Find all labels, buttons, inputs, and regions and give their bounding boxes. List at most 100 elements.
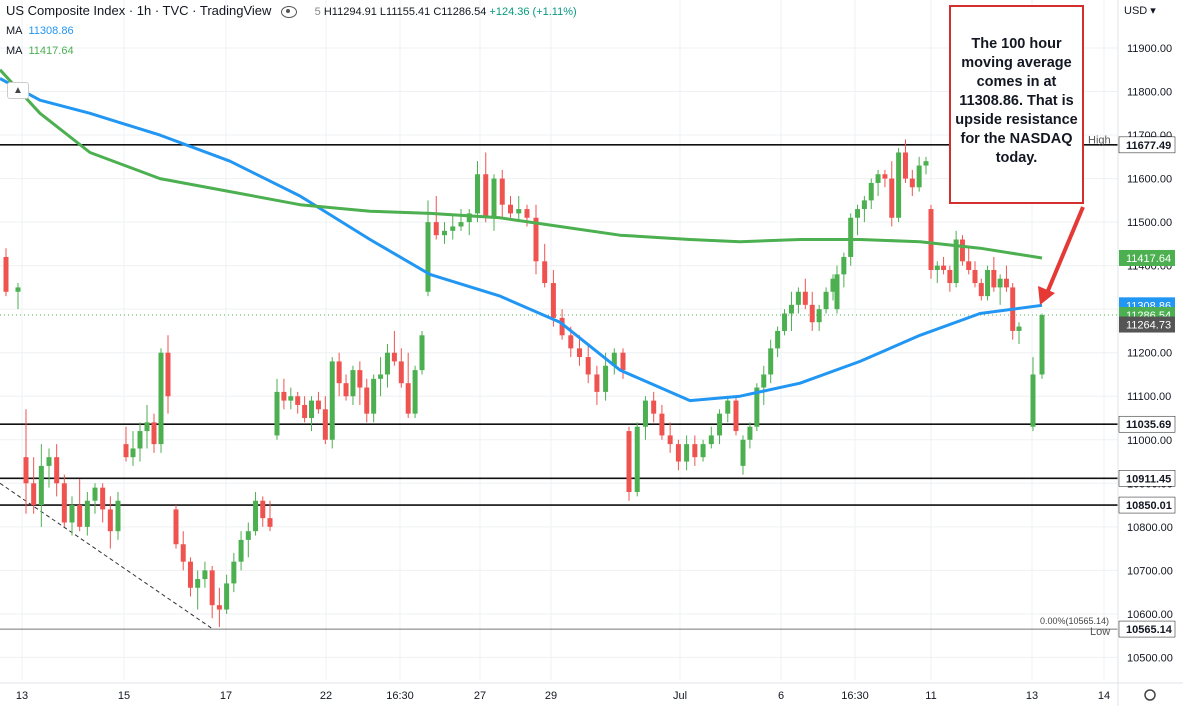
candle-up — [158, 352, 164, 445]
candle-up — [115, 500, 121, 532]
candle-up — [1039, 315, 1045, 375]
x-tick-label: 13 — [1026, 690, 1038, 702]
candle-up — [92, 487, 98, 501]
candle-down — [151, 422, 157, 445]
price-badge — [1119, 249, 1175, 266]
candle-up — [137, 431, 143, 449]
candle-up — [253, 500, 259, 532]
candle-down — [315, 400, 321, 410]
candle-up — [830, 278, 836, 292]
candle-up — [923, 161, 929, 166]
candle-up — [934, 265, 940, 271]
candle-up — [15, 287, 21, 292]
candle-up — [953, 239, 959, 284]
candle-down — [991, 270, 997, 288]
ma-100-legend[interactable]: MA 11308.86 — [6, 25, 74, 37]
candle-up — [516, 209, 522, 214]
ma-200-line — [0, 68, 1043, 260]
price-badge — [1119, 316, 1175, 333]
candle-down — [398, 361, 404, 384]
candle-up — [717, 413, 723, 436]
candle-down — [336, 361, 342, 384]
x-tick-label: 27 — [474, 690, 486, 702]
candle-down — [483, 174, 489, 218]
candle-down — [568, 335, 574, 349]
candle-down — [405, 383, 411, 414]
collapse-chevron-icon[interactable]: ▲ — [7, 82, 29, 99]
candle-up — [288, 396, 294, 401]
candle-down — [966, 261, 972, 271]
candle-up — [84, 500, 90, 527]
candle-up — [442, 230, 447, 236]
x-tick-label: Jul — [673, 690, 687, 702]
x-tick-label: 17 — [220, 690, 232, 702]
candle-down — [559, 317, 565, 336]
candle-up — [224, 583, 230, 610]
grid — [0, 0, 1118, 680]
candle-down — [809, 304, 815, 323]
level-badge-text: 11677.49 — [1126, 140, 1171, 152]
candle-down — [302, 404, 308, 419]
ma-200-legend[interactable]: MA 11417.64 — [6, 45, 74, 57]
candle-up — [740, 439, 746, 466]
candle-down — [3, 256, 9, 292]
x-tick-label: 29 — [545, 690, 557, 702]
level-badge — [1118, 470, 1176, 487]
arrow-head — [1038, 286, 1055, 305]
candle-up — [458, 222, 464, 227]
trend-line — [0, 482, 214, 630]
candle-down — [54, 457, 60, 484]
candle-up — [816, 309, 822, 323]
x-tick-label: 16:30 — [386, 690, 414, 702]
candle-down — [433, 222, 439, 236]
candle-down — [902, 152, 908, 179]
candle-down — [391, 352, 397, 362]
candle-down — [667, 435, 673, 445]
level-badge-text: 10911.45 — [1126, 473, 1171, 485]
level-badge — [1118, 415, 1176, 433]
annotation-box: The 100 hour moving average comes in at … — [949, 5, 1084, 204]
candle-down — [31, 483, 37, 506]
candle-up — [371, 378, 377, 414]
x-tick-label: 6 — [778, 690, 784, 702]
candle-down — [209, 570, 215, 606]
settings-gear-icon[interactable] — [1144, 689, 1156, 701]
candle-up — [603, 365, 609, 392]
candle-down — [972, 270, 978, 284]
candle-down — [909, 178, 915, 188]
candle-up — [708, 435, 714, 445]
y-tick-label: 11900.00 — [1127, 43, 1172, 55]
candle-up — [788, 304, 794, 314]
currency-selector[interactable]: USD ▾ — [1124, 5, 1156, 17]
candle-down — [692, 444, 698, 458]
candle-down — [594, 374, 600, 392]
candle-down — [322, 409, 328, 440]
low-label: Low — [1090, 626, 1110, 638]
candle-down — [542, 261, 548, 284]
x-tick-label: 14 — [1098, 690, 1110, 702]
visibility-eye-icon[interactable] — [281, 5, 298, 18]
candle-up — [412, 370, 418, 414]
candle-down — [626, 431, 632, 493]
candle-down — [260, 500, 266, 519]
moving-average-lines — [0, 68, 1043, 403]
candle-down — [187, 561, 193, 588]
candle-down — [928, 209, 934, 271]
chart-header: US Composite Index · 1h · TVC · TradingV… — [6, 3, 577, 18]
candle-up — [896, 152, 902, 218]
x-tick-label: 22 — [320, 690, 332, 702]
level-badge — [1118, 620, 1176, 638]
y-tick-label: 10800.00 — [1127, 522, 1173, 534]
price-axis: 10500.0010600.0010700.0010800.0010900.00… — [1040, 0, 1176, 706]
candle-down — [267, 518, 273, 527]
candle-up — [634, 426, 640, 493]
candle-up — [916, 165, 922, 188]
annotation-arrow — [1038, 206, 1085, 305]
candle-down — [733, 400, 739, 432]
candle-down — [216, 605, 222, 610]
candle-down — [802, 291, 808, 305]
candle-down — [659, 413, 665, 436]
ma-100-line — [0, 77, 1043, 403]
y-tick-label: 11500.00 — [1127, 217, 1172, 229]
